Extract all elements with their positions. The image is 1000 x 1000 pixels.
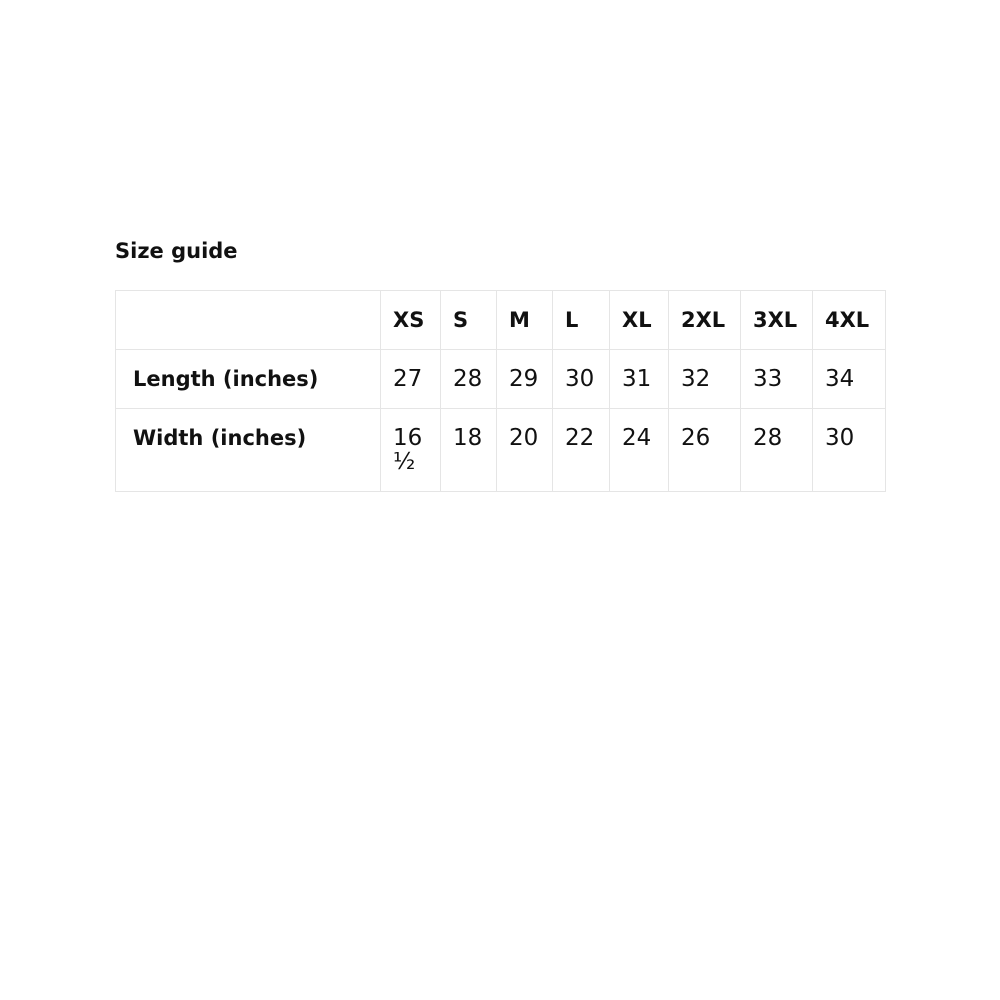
width-value-3xl: 28 bbox=[740, 408, 813, 492]
width-value-4xl: 30 bbox=[812, 408, 886, 492]
length-value-s: 28 bbox=[440, 349, 497, 409]
length-value-3xl: 33 bbox=[740, 349, 813, 409]
length-value-m: 29 bbox=[496, 349, 553, 409]
width-value-m: 20 bbox=[496, 408, 553, 492]
width-value-xs: 16 ½ bbox=[380, 408, 441, 492]
width-value-2xl: 26 bbox=[668, 408, 741, 492]
length-value-xs: 27 bbox=[380, 349, 441, 409]
width-value-s: 18 bbox=[440, 408, 497, 492]
row-label-length: Length (inches) bbox=[115, 349, 381, 409]
length-value-4xl: 34 bbox=[812, 349, 886, 409]
width-value-xl: 24 bbox=[609, 408, 669, 492]
table-row-length: Length (inches) 27 28 29 30 31 32 33 34 bbox=[115, 349, 886, 409]
width-value-l: 22 bbox=[552, 408, 610, 492]
length-value-xl: 31 bbox=[609, 349, 669, 409]
length-value-2xl: 32 bbox=[668, 349, 741, 409]
size-guide-table: XS S M L XL 2XL 3XL 4XL Length (inches) … bbox=[115, 290, 886, 492]
size-column-header-s: S bbox=[440, 290, 497, 350]
length-value-l: 30 bbox=[552, 349, 610, 409]
row-label-width: Width (inches) bbox=[115, 408, 381, 492]
size-column-header-xl: XL bbox=[609, 290, 669, 350]
size-table-header-row: XS S M L XL 2XL 3XL 4XL bbox=[115, 290, 886, 350]
size-column-header-l: L bbox=[552, 290, 610, 350]
size-column-header-m: M bbox=[496, 290, 553, 350]
size-column-header-4xl: 4XL bbox=[812, 290, 886, 350]
table-row-width: Width (inches) 16 ½ 18 20 22 24 26 28 30 bbox=[115, 408, 886, 492]
size-column-header-2xl: 2XL bbox=[668, 290, 741, 350]
size-column-header-3xl: 3XL bbox=[740, 290, 813, 350]
size-table-corner-cell bbox=[115, 290, 381, 350]
size-column-header-xs: XS bbox=[380, 290, 441, 350]
size-guide-heading: Size guide bbox=[115, 239, 238, 263]
